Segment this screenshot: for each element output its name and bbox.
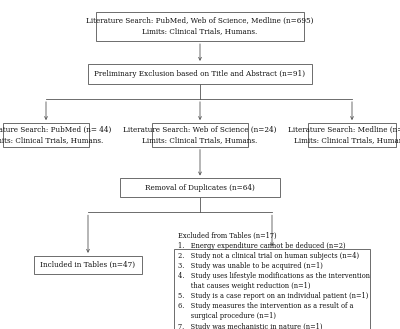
FancyBboxPatch shape bbox=[308, 123, 396, 147]
Text: Literature Search: Web of Science (n=24)
Limits: Clinical Trials, Humans.: Literature Search: Web of Science (n=24)… bbox=[123, 126, 277, 144]
Text: Literature Search: Medline (n=23)
Limits: Clinical Trials, Humans.: Literature Search: Medline (n=23) Limits… bbox=[288, 126, 400, 144]
Text: Included in Tables (n=47): Included in Tables (n=47) bbox=[40, 261, 136, 269]
FancyBboxPatch shape bbox=[152, 123, 248, 147]
FancyBboxPatch shape bbox=[96, 12, 304, 41]
FancyBboxPatch shape bbox=[3, 123, 89, 147]
Text: Removal of Duplicates (n=64): Removal of Duplicates (n=64) bbox=[145, 184, 255, 191]
FancyBboxPatch shape bbox=[88, 64, 312, 84]
Text: Excluded from Tables (n=17)
1.   Energy expenditure cannot be deduced (n=2)
2.  : Excluded from Tables (n=17) 1. Energy ex… bbox=[178, 232, 370, 329]
FancyBboxPatch shape bbox=[34, 256, 142, 274]
FancyBboxPatch shape bbox=[174, 249, 370, 329]
Text: Literature Search: PubMed (n= 44)
Limits: Clinical Trials, Humans.: Literature Search: PubMed (n= 44) Limits… bbox=[0, 126, 111, 144]
FancyBboxPatch shape bbox=[120, 178, 280, 197]
Text: Literature Search: PubMed, Web of Science, Medline (n=695)
Limits: Clinical Tria: Literature Search: PubMed, Web of Scienc… bbox=[86, 17, 314, 36]
Text: Preliminary Exclusion based on Title and Abstract (n=91): Preliminary Exclusion based on Title and… bbox=[94, 70, 306, 78]
